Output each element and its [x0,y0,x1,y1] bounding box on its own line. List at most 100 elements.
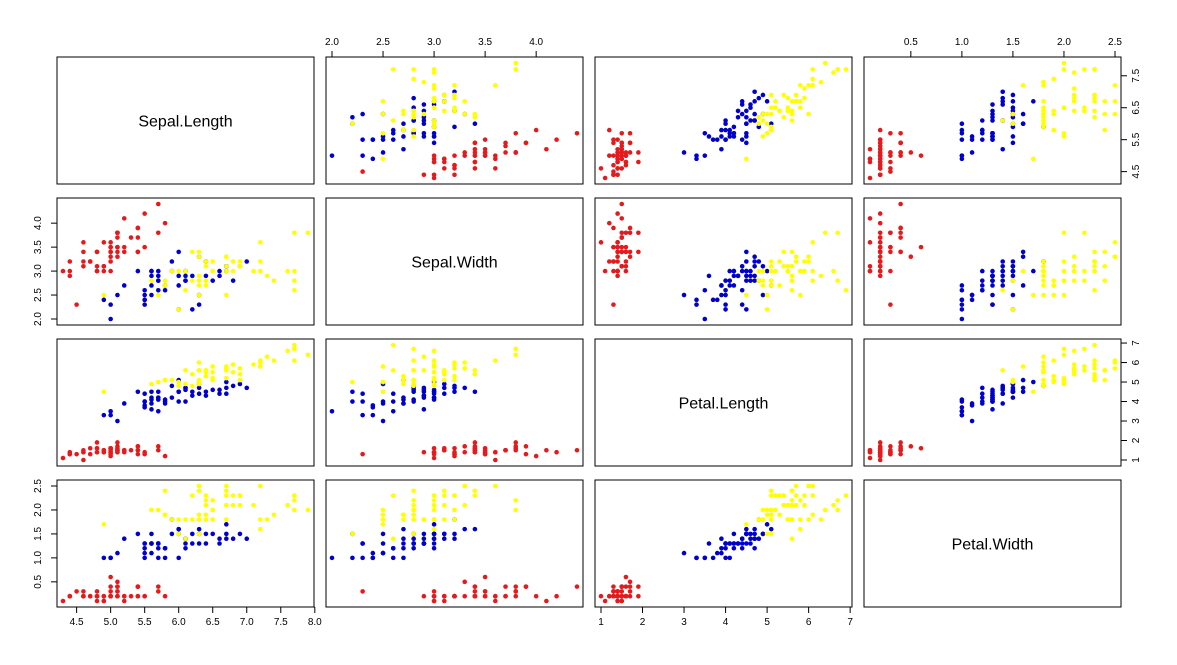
data-point-s2-37 [441,108,447,114]
data-point-s0-15 [155,201,161,207]
data-point-s2-29 [258,526,263,532]
data-point-s1-20 [756,259,762,264]
data-point-s0-23 [908,254,914,260]
data-point-s0-45 [431,589,437,594]
data-point-s2-39 [237,371,243,377]
data-point-s1-0 [452,89,457,95]
data-point-s1-15 [224,536,229,542]
data-point-s2-43 [1092,362,1097,367]
data-point-s2-29 [1020,268,1026,274]
data-point-s2-7 [818,517,824,522]
data-point-s0-43 [482,446,488,451]
data-point-s2-8 [1041,364,1046,369]
data-point-s2-49 [431,517,437,522]
data-point-s1-12 [176,399,181,404]
data-point-s2-22 [1061,346,1067,352]
data-point-s1-39 [380,399,386,404]
data-point-s1-20 [452,124,457,130]
tick-label: 2.5 [33,288,44,302]
data-point-s2-7 [818,273,824,279]
data-point-s2-46 [380,111,386,117]
data-point-s1-23 [183,545,188,551]
data-point-s2-37 [785,263,791,269]
data-point-s1-17 [959,127,965,133]
data-point-s2-32 [1082,108,1087,114]
data-point-s0-40 [888,153,893,158]
data-point-s1-21 [183,541,188,546]
data-point-s1-19 [380,134,386,139]
data-point-s1-34 [135,389,141,395]
panel-petal-width-vs-petal-length [594,479,853,608]
data-point-s1-10 [702,316,708,322]
data-point-s0-45 [94,449,100,455]
data-point-s2-47 [210,507,216,513]
data-point-s0-33 [554,449,559,455]
data-point-s2-32 [1082,368,1087,373]
tick-label: 5.5 [1131,132,1142,146]
data-point-s2-19 [1010,121,1016,126]
data-point-s0-8 [615,172,620,178]
data-point-s0-41 [888,302,893,307]
data-point-s2-19 [350,121,355,126]
data-point-s2-9 [810,483,816,489]
data-point-s2-2 [251,268,256,274]
data-point-s0-16 [898,225,903,231]
data-point-s1-34 [135,268,141,274]
data-point-s0-37 [101,449,107,455]
tick-label: 3 [1131,418,1142,424]
data-point-s2-12 [431,95,437,101]
data-point-s0-24 [636,593,641,599]
data-point-s1-29 [959,130,965,136]
data-point-s1-34 [431,531,437,537]
data-point-s0-35 [607,593,612,599]
data-point-s2-14 [1102,127,1108,133]
data-point-s1-47 [735,273,741,279]
data-point-s0-34 [619,263,625,269]
data-point-s1-20 [169,259,175,264]
data-point-s2-16 [431,369,437,375]
data-point-s2-20 [452,366,457,371]
data-point-s1-20 [452,383,457,389]
panel-sepal-width-vs-sepal-width: Sepal.Width [325,197,584,326]
data-point-s1-34 [744,140,749,146]
data-point-s0-18 [627,230,633,236]
data-point-s0-29 [87,593,93,599]
panel-sepal-length-vs-petal-length [594,56,853,185]
data-point-s1-30 [969,403,975,408]
data-point-s0-13 [60,598,66,604]
data-point-s1-45 [155,268,161,274]
data-point-s0-36 [482,593,488,599]
data-point-s1-43 [959,153,965,158]
data-point-s2-29 [798,83,803,88]
data-point-s0-31 [135,447,141,453]
tick-label: 6 [1131,359,1142,365]
data-point-s1-44 [401,395,406,400]
data-point-s2-39 [1071,263,1077,269]
tick-label: 2.0 [33,503,44,517]
data-point-s0-47 [452,449,457,455]
data-point-s0-30 [94,263,100,269]
data-point-s2-33 [411,111,416,117]
data-point-s1-0 [244,385,250,391]
data-point-s0-41 [360,169,365,174]
tick-label: 1.0 [955,37,969,48]
data-point-s0-35 [607,259,612,264]
data-point-s2-34 [390,118,396,123]
data-point-s2-15 [452,373,457,379]
data-point-s1-21 [990,118,995,123]
data-point-s0-46 [115,230,120,236]
tick-label: 0.5 [33,574,44,588]
data-point-s0-32 [867,146,873,152]
data-point-s2-28 [1071,278,1077,283]
data-point-s1-48 [380,150,386,155]
data-point-s2-39 [441,502,447,508]
data-point-s1-42 [979,287,985,293]
data-point-s1-31 [142,297,147,303]
data-point-s2-15 [203,373,209,379]
data-point-s1-27 [1031,379,1036,385]
data-point-s0-49 [877,449,883,455]
data-point-s0-36 [611,137,616,142]
data-point-s1-39 [990,292,995,298]
data-point-s0-33 [615,137,620,142]
data-point-s2-34 [183,287,188,293]
